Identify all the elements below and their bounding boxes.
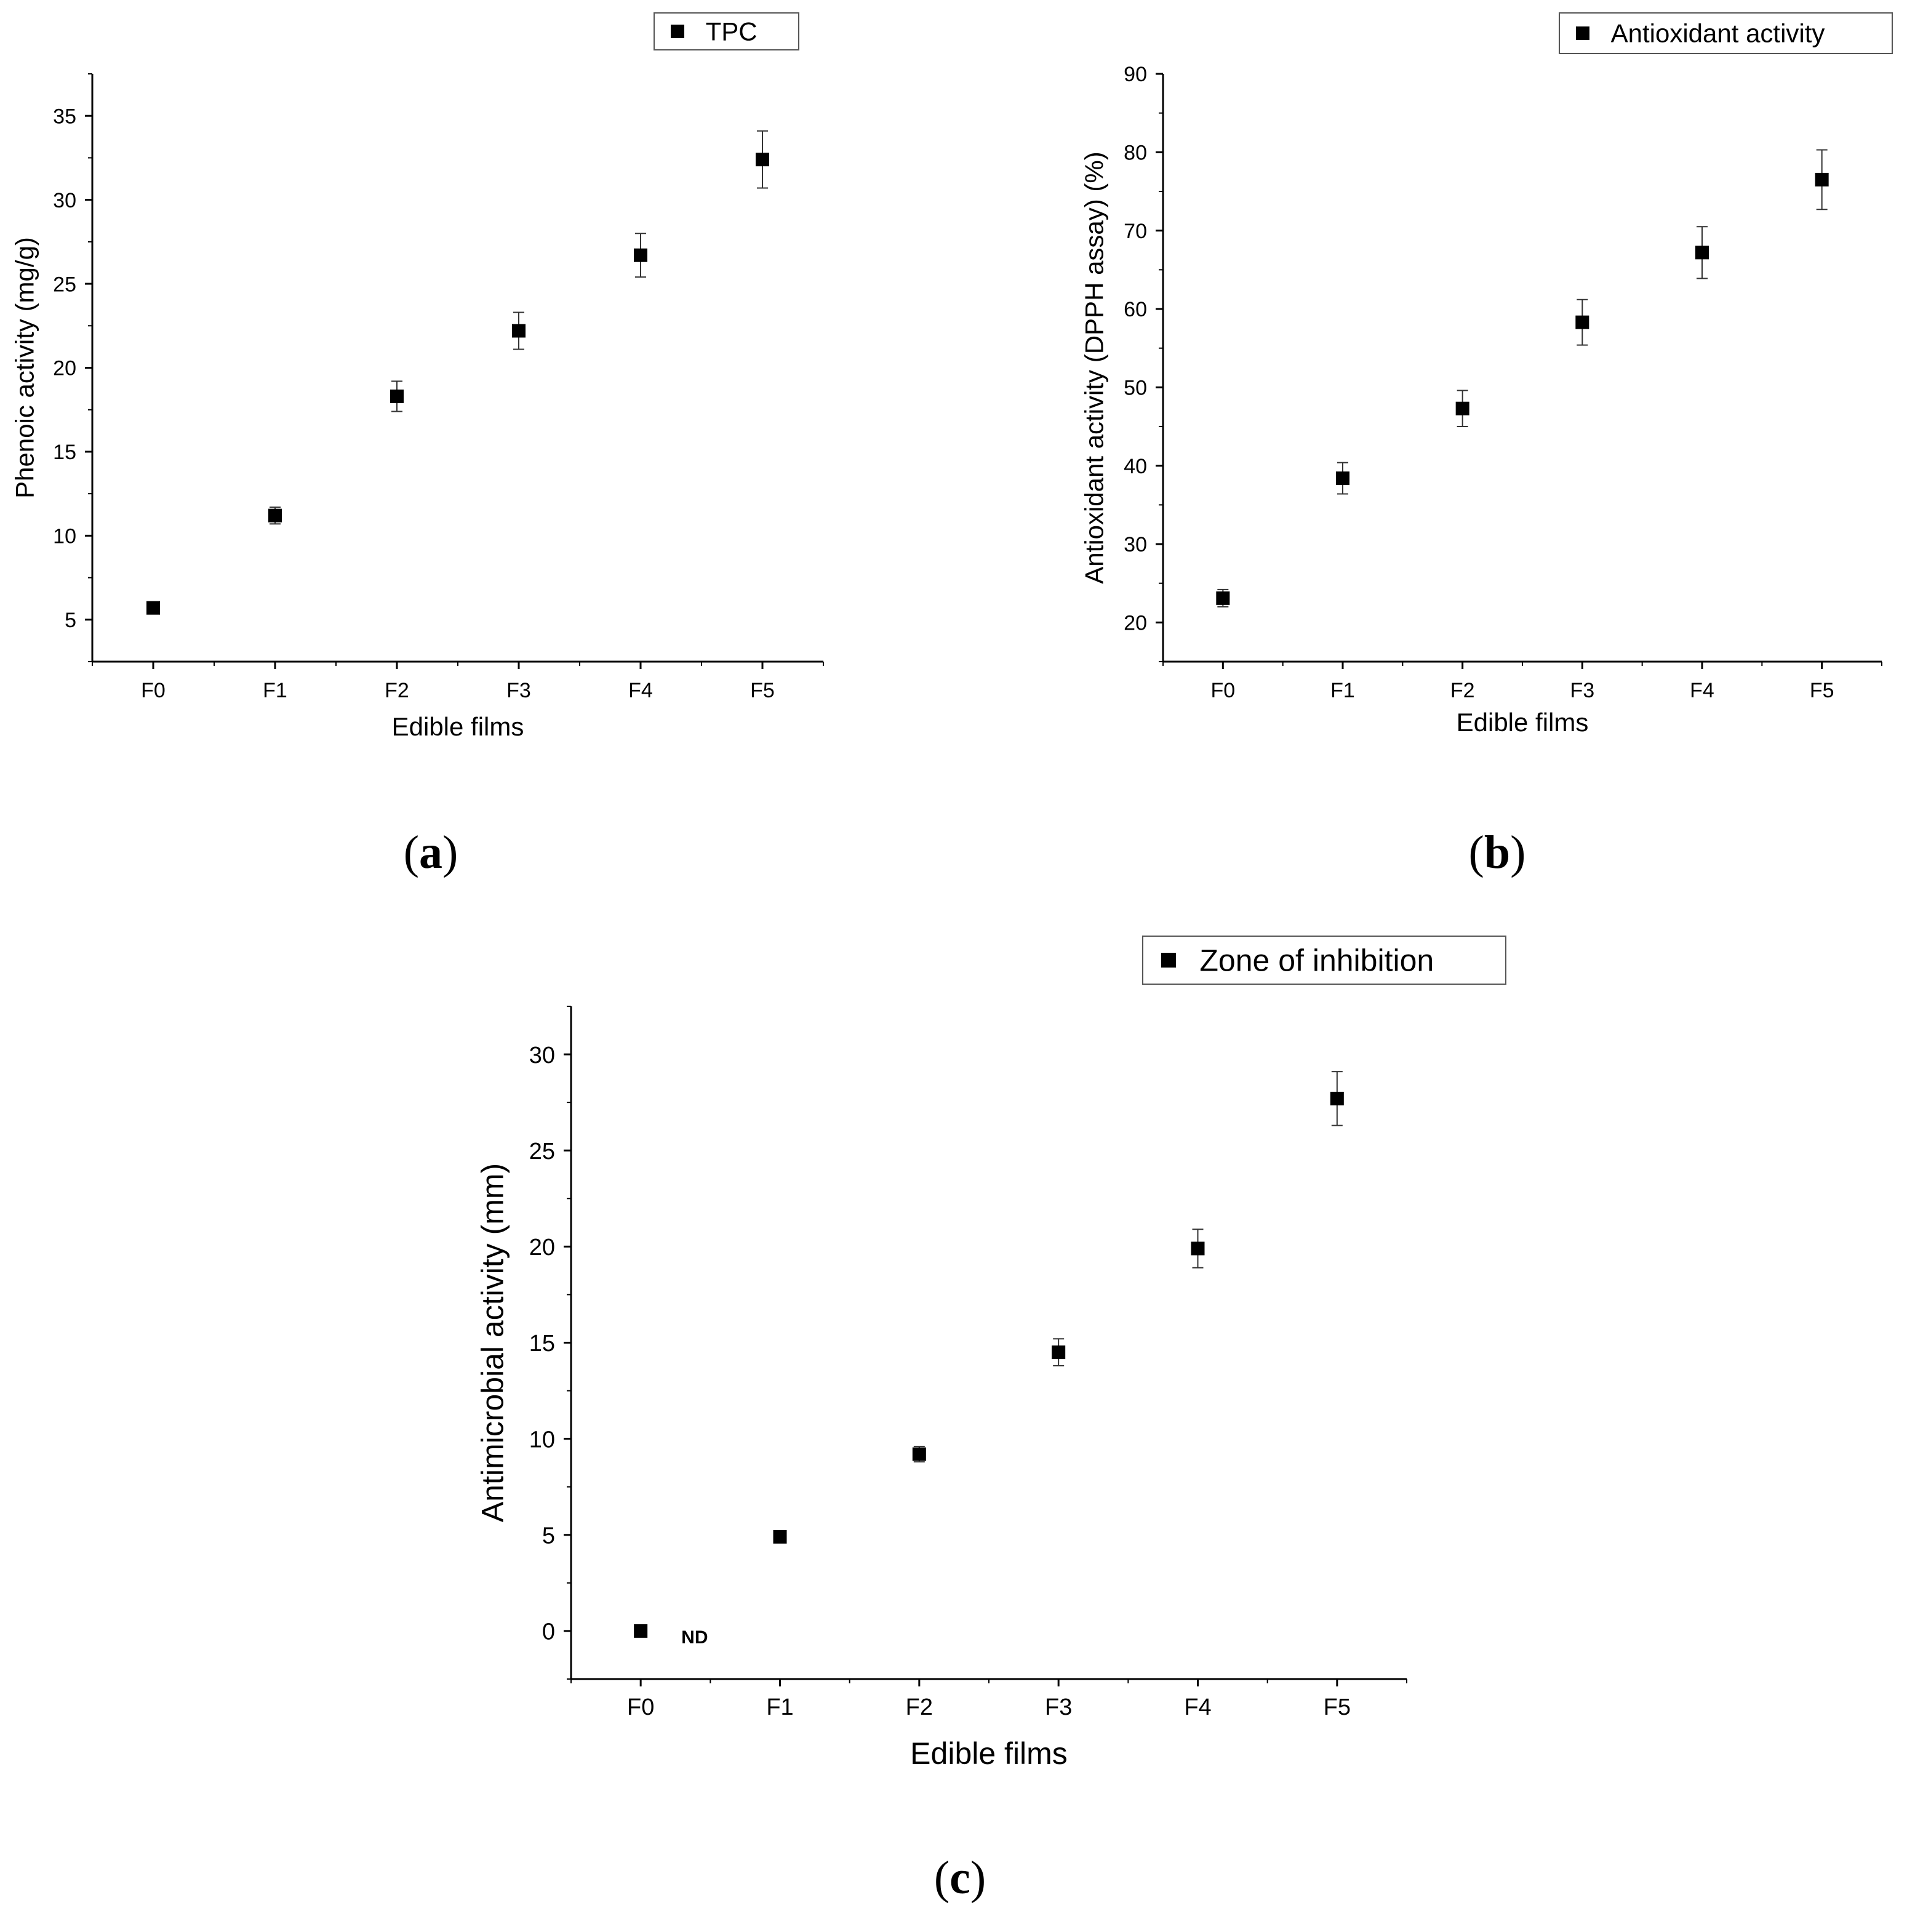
panel-b-chart: 20 30 40 50 60 70 80 90 F0 F1 F2 F3 F4 F5 Edible films… [1080,12,1893,878]
data-point-f1 [1336,471,1349,486]
y-tick-label: 30 [1124,533,1147,556]
legend-label: Zone of inhibition [1199,944,1434,978]
y-tick-label: 20 [1124,612,1147,635]
y-tick-label: 25 [53,273,76,296]
x-tick-label: F4 [1690,679,1714,702]
y-tick-label: 60 [1124,298,1147,321]
y-tick-label: 20 [53,357,76,380]
y-tick-label: 15 [529,1331,555,1357]
x-tick-label: F3 [506,679,531,702]
data-point-f5 [756,153,769,167]
y-tick-label: 90 [1124,63,1147,86]
x-tick-label: F3 [1570,679,1594,702]
data-point-f3 [1575,315,1589,329]
data-point-f4 [1191,1241,1205,1256]
y-tick-label: 20 [529,1235,555,1261]
data-point-f5 [1815,172,1829,186]
x-tick-label: F4 [628,679,653,702]
y-tick-label: 15 [53,441,76,464]
data-point-f2 [1455,401,1469,415]
y-axis-title: Antimicrobial activity (mm) [476,1163,510,1522]
x-tick-label: F4 [1184,1694,1211,1720]
legend-label: TPC [706,17,758,46]
panel-a-chart: 5 10 15 20 25 30 35 F0 F1 F2 F3 F4 F5 Edible films Phe… [10,12,824,878]
x-axis-title: Edible films [910,1736,1068,1771]
y-axis-title: Antioxidant activity (DPPH assay) (%) [1080,151,1109,584]
y-tick-label: 50 [1124,377,1147,400]
x-tick-label: F3 [1045,1694,1072,1720]
x-tick-label: F5 [750,679,775,702]
data-point-f4 [1695,246,1709,260]
data-point-f3 [1052,1345,1066,1360]
legend-box [1559,12,1893,54]
y-axis-title: Phenoic activity (mg/g) [10,237,39,499]
x-tick-label: F0 [141,679,166,702]
x-tick-label: F2 [385,679,409,702]
y-tick-label: 10 [529,1427,555,1453]
legend-label: Antioxidant activity [1611,19,1825,48]
data-point-f1 [268,508,282,523]
data-point-f1 [773,1529,787,1544]
panel-label: (c) [934,1852,986,1904]
y-tick-label: 25 [529,1139,555,1164]
y-tick-label: 30 [529,1043,555,1068]
y-tick-label: 5 [542,1523,555,1549]
legend-marker [671,25,684,38]
y-tick-label: 70 [1124,220,1147,243]
data-point-f3 [512,324,526,338]
y-tick-label: 5 [65,609,76,632]
data-point-f0 [634,1624,648,1638]
x-tick-label: F2 [906,1694,933,1720]
data-point-f0 [1216,591,1230,605]
y-tick-label: 80 [1124,142,1147,165]
x-tick-label: F5 [1324,1694,1351,1720]
data-point-f4 [634,248,647,262]
y-tick-label: 10 [53,525,76,548]
y-tick-label: 0 [542,1619,555,1645]
x-tick-label: F0 [1210,679,1235,702]
data-point-f2 [390,389,404,403]
legend-box [1142,936,1506,985]
y-tick-label: 40 [1124,455,1147,478]
data-point-f0 [146,601,160,615]
x-tick-label: F2 [1450,679,1475,702]
panel-c-chart: 0 5 10 15 20 25 30 F0 F1 F2 F3 F4 F5 Edible films Anti… [476,936,1506,1904]
y-tick-label: 35 [53,105,76,128]
x-tick-label: F1 [263,679,287,702]
x-tick-label: F0 [627,1694,654,1720]
x-axis-title: Edible films [392,712,524,741]
x-tick-label: F5 [1810,679,1834,702]
x-tick-label: F1 [766,1694,793,1720]
x-tick-label: F1 [1330,679,1355,702]
legend-marker [1576,26,1589,40]
data-point-f5 [1330,1091,1344,1105]
data-point-f2 [912,1447,926,1461]
annotation-label: ND [681,1627,708,1648]
legend-marker [1161,953,1176,968]
x-axis-title: Edible films [1457,708,1589,737]
panel-label: (b) [1469,827,1526,878]
y-tick-label: 30 [53,189,76,212]
panel-label: (a) [404,827,458,878]
